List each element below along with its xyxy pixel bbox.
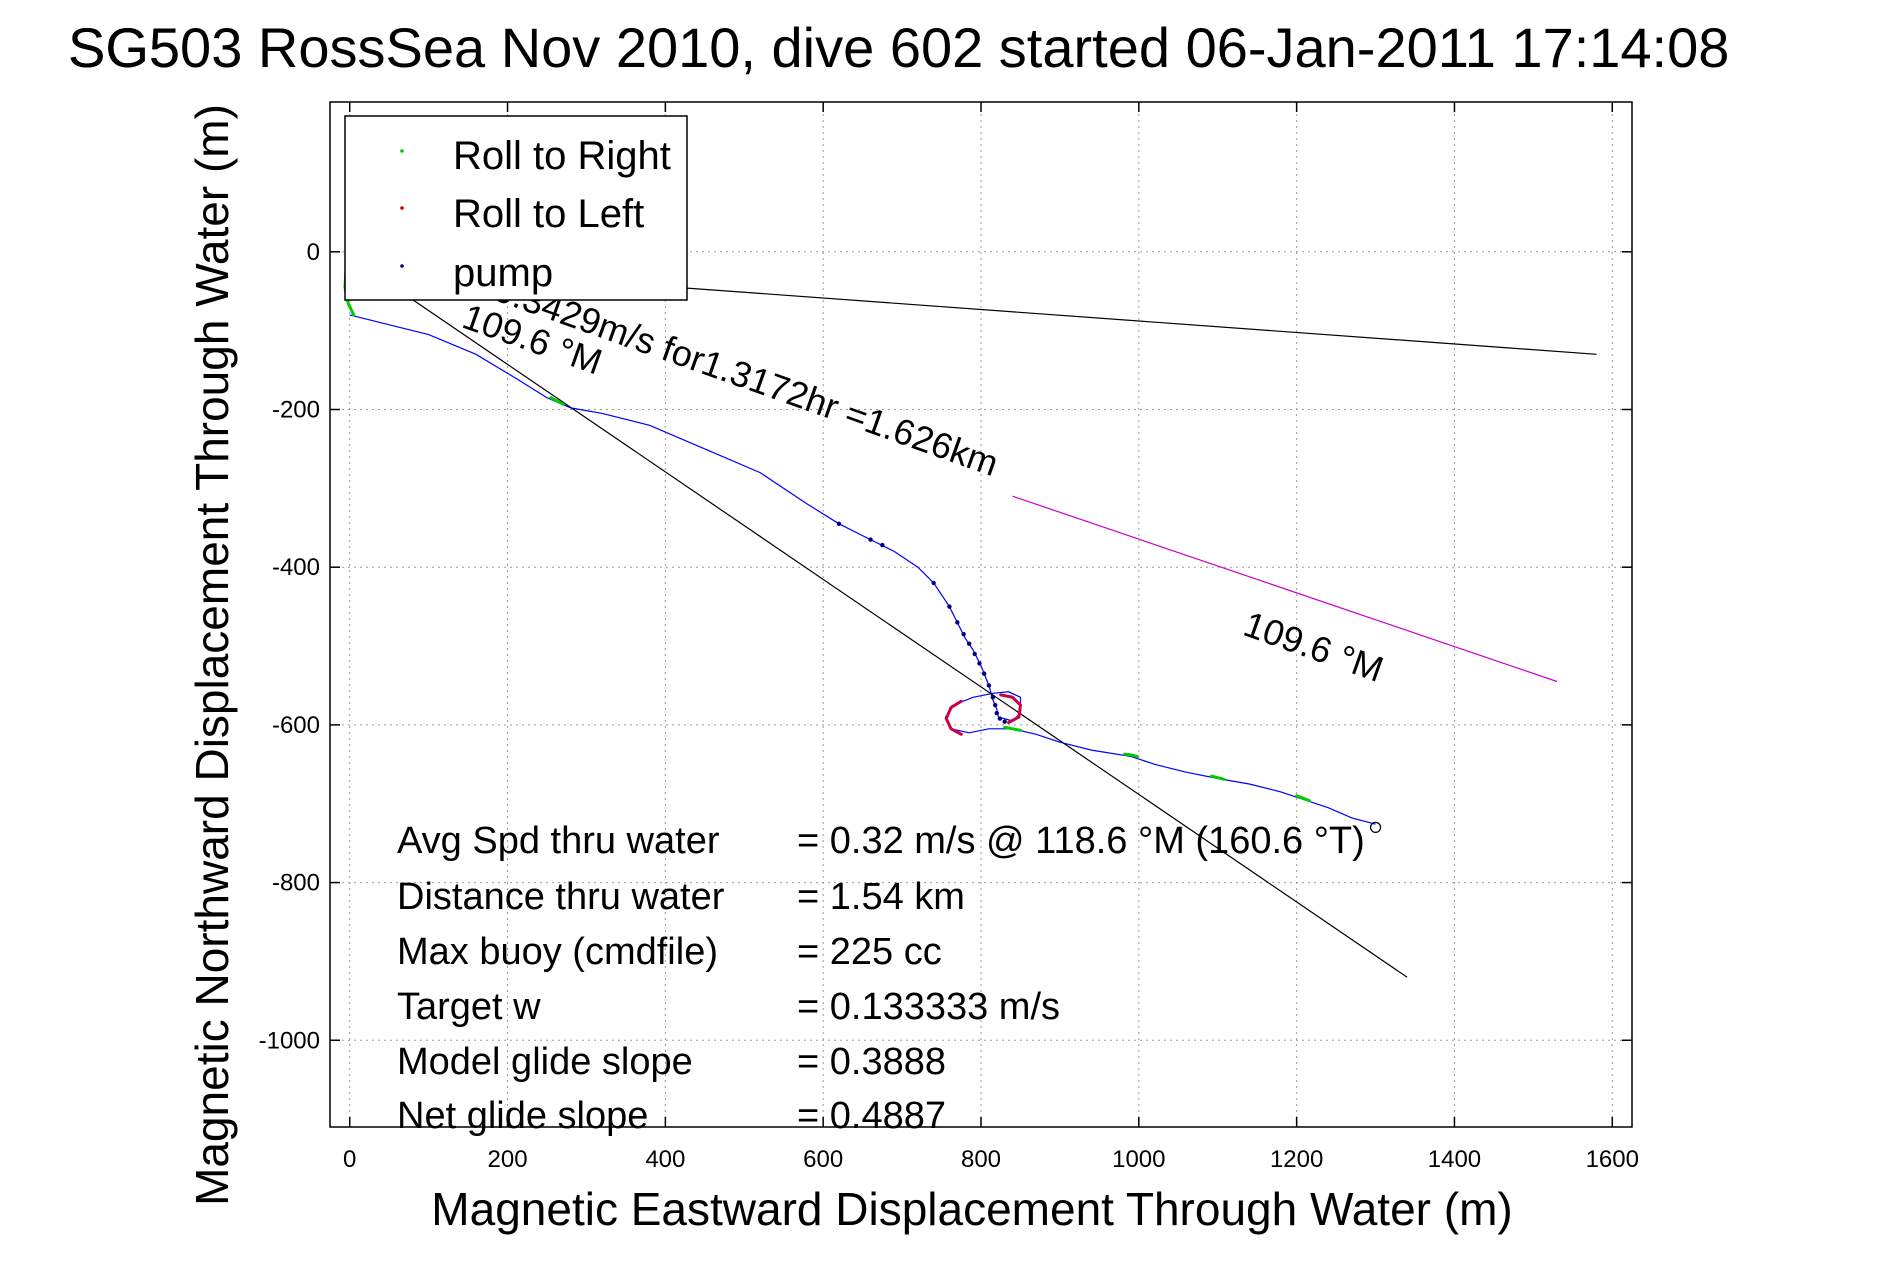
pump-point [990, 695, 996, 700]
stat-value-avg-speed: = 0.32 m/s @ 118.6 °M (160.6 °T) [797, 820, 1365, 862]
roll-right-segment [549, 396, 565, 406]
roll-right-segment [1003, 725, 1022, 732]
pump-point [1002, 719, 1007, 724]
chart-title-overprint: SG5 [68, 16, 180, 79]
y-tick-label: -600 [272, 712, 320, 739]
pump-point [977, 661, 982, 666]
track-end-marker [1369, 821, 1382, 833]
legend: Roll to Right Roll to Left pump [344, 115, 688, 301]
stat-label-avg-speed: Avg Spd thru water [397, 820, 720, 862]
y-axis-label: Magnetic Northward Displacement Through … [186, 104, 238, 1206]
y-tick-label: -400 [272, 554, 320, 581]
x-tick-label: 1600 [1586, 1146, 1639, 1173]
pump-point [981, 671, 987, 676]
y-tick-label: -200 [272, 397, 320, 424]
pump-point [997, 716, 1003, 721]
legend-label-roll-left: Roll to Left [453, 192, 644, 236]
y-tick-label: -1000 [259, 1027, 320, 1054]
course-line [365, 267, 1408, 978]
stat-value-distance: = 1.54 km [797, 876, 965, 918]
pump-point [836, 521, 842, 527]
x-tick-label: 600 [803, 1146, 843, 1173]
stat-label-distance: Distance thru water [397, 876, 725, 918]
pump-point [966, 641, 972, 646]
x-tick-label: 200 [488, 1146, 528, 1173]
dive-stats: Avg Spd thru water = 0.32 m/s @ 118.6 °M… [397, 820, 1365, 1137]
course-line [1012, 495, 1558, 683]
roll-left-segment [944, 699, 963, 736]
x-tick-label: 1400 [1428, 1146, 1481, 1173]
chart-title: SG503 RossSea Nov 2010, dive 602 started… [68, 16, 1729, 79]
pump-point [931, 580, 936, 586]
x-tick-label: 0 [343, 1146, 356, 1173]
pump-point [868, 537, 873, 542]
dive-track-line [349, 314, 1376, 825]
stat-label-max-buoy: Max buoy (cmdfile) [397, 931, 718, 973]
stat-value-target-w: = 0.133333 m/s [797, 986, 1060, 1028]
pump-point [961, 632, 966, 637]
pump-point [880, 542, 885, 548]
stat-value-net-glide: = 0.4887 [797, 1095, 946, 1137]
pump-point [993, 702, 998, 708]
legend-label-pump: pump [453, 251, 553, 295]
x-axis-label: Magnetic Eastward Displacement Through W… [431, 1183, 1512, 1235]
series-markers [836, 521, 1382, 833]
pump-point [972, 651, 977, 657]
x-tick-label: 800 [961, 1146, 1001, 1173]
axis-ticks: 0 200 400 600 800 1000 1200 1400 1600 0 -200 -400 -6… [259, 102, 1639, 1173]
y-tick-label: 0 [307, 239, 320, 266]
x-tick-label: 1200 [1270, 1146, 1323, 1173]
pump-point [986, 683, 992, 688]
roll-left-segment [999, 693, 1023, 724]
y-tick-label: -800 [272, 870, 320, 897]
roll-right-segment [1209, 774, 1226, 781]
stat-label-target-w: Target w [397, 986, 541, 1028]
legend-label-roll-right: Roll to Right [453, 134, 671, 178]
pump-point [994, 710, 999, 716]
stat-label-net-glide: Net glide slope [397, 1095, 648, 1137]
roll-right-segment [1295, 794, 1311, 803]
roll-right-segment [1123, 752, 1139, 758]
legend-marker-roll-left [400, 206, 404, 210]
x-tick-label: 400 [645, 1146, 685, 1173]
legend-marker-pump [400, 264, 404, 268]
stat-value-max-buoy: = 225 cc [797, 931, 942, 973]
stat-label-model-glide: Model glide slope [397, 1041, 693, 1083]
x-tick-label: 1000 [1112, 1146, 1165, 1173]
pump-point [947, 604, 952, 609]
legend-marker-roll-right [400, 149, 404, 153]
pump-point [955, 620, 960, 625]
stat-value-model-glide: = 0.3888 [797, 1041, 946, 1083]
